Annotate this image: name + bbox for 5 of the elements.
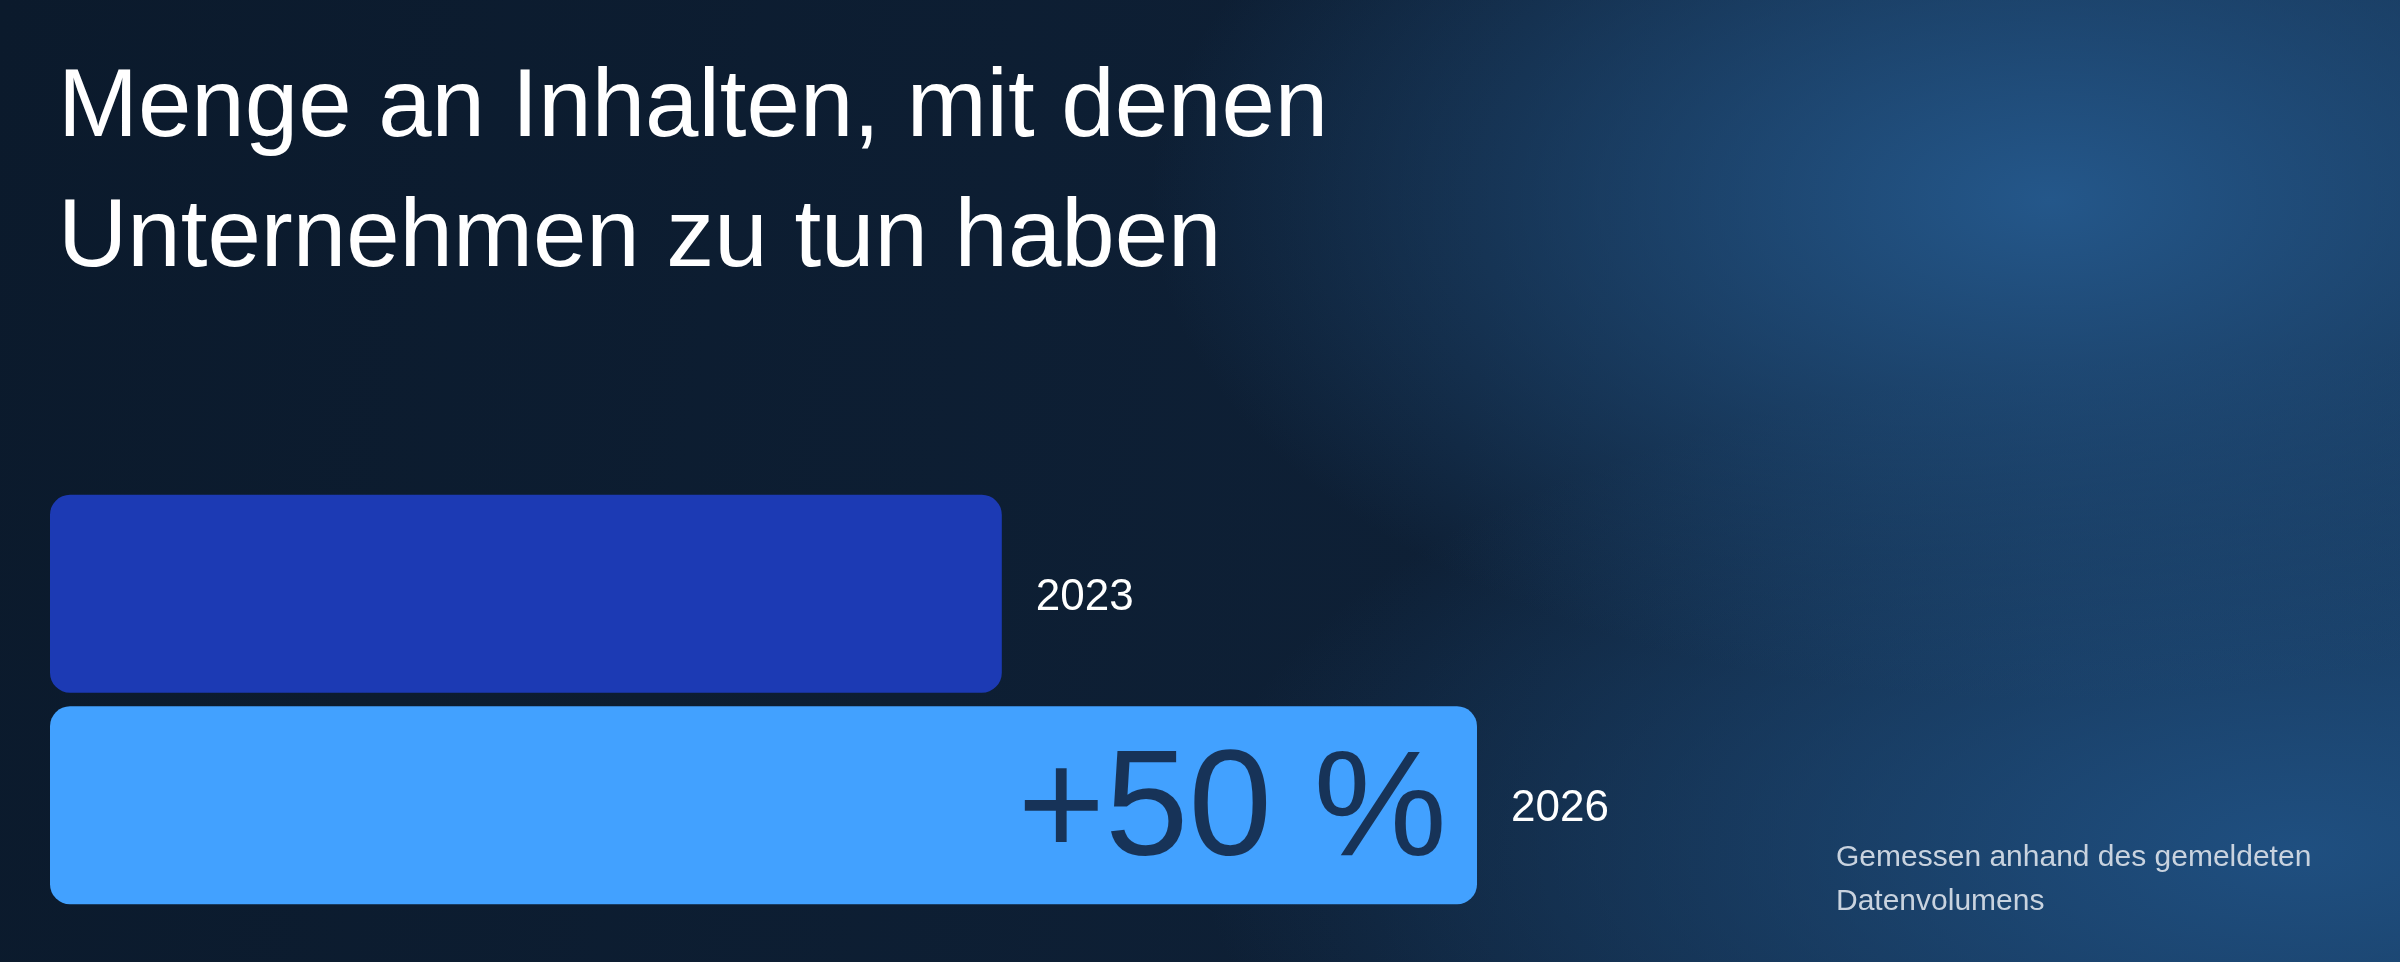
annotation: +50 % xyxy=(1017,718,1447,887)
chart-title: Menge an Inhalten, mit denen Unternehmen zu tun haben xyxy=(58,48,1330,288)
y-tick-label: 2023 xyxy=(1035,569,1134,619)
text: Gemessen anhand des gemeldeten Datenvolumens xyxy=(1836,838,2313,918)
y-tick-label: 2026 xyxy=(1511,781,1609,831)
